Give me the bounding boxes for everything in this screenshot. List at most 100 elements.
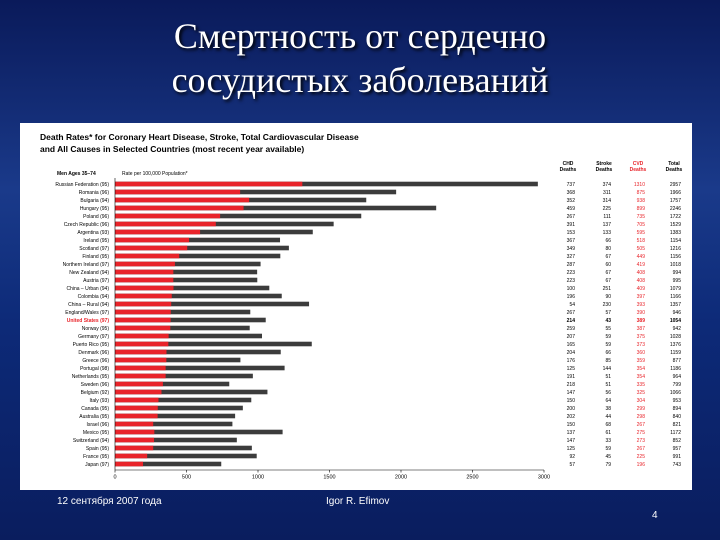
country-label: Germany (97) [78, 334, 109, 340]
cvd-bar [115, 253, 180, 259]
stroke-value: 133 [603, 230, 612, 236]
total-bar [115, 309, 251, 315]
total-value: 2246 [670, 206, 681, 212]
stroke-value: 59 [605, 334, 611, 340]
chd-value: 349 [567, 246, 576, 252]
cvd-bar [115, 293, 172, 299]
country-label: Bulgaria (94) [80, 198, 109, 204]
cvd-value: 325 [637, 390, 646, 396]
chd-value: 204 [567, 350, 576, 356]
cvd-value: 875 [637, 190, 646, 196]
cvd-bar [115, 189, 241, 195]
country-label: Japan (97) [85, 462, 109, 468]
total-value: 1757 [670, 198, 681, 204]
chd-header-line-1: CHD [563, 161, 574, 167]
total-bar [115, 229, 313, 235]
cvd-value: 938 [637, 198, 646, 204]
chart-panel: Death Rates* for Coronary Heart Disease,… [20, 123, 692, 490]
total-bar [115, 381, 230, 387]
stroke-value: 51 [605, 374, 611, 380]
country-label: Netherlands (95) [72, 374, 110, 380]
chd-value: 287 [567, 262, 576, 268]
stroke-value: 60 [605, 262, 611, 268]
country-label: Romania (96) [79, 190, 110, 196]
country-label: Portugal (98) [80, 366, 109, 372]
total-value: 840 [673, 414, 682, 420]
chd-value: 352 [567, 198, 576, 204]
country-label: Australia (95) [79, 414, 109, 420]
total-value: 1066 [670, 390, 681, 396]
stroke-value: 79 [605, 462, 611, 468]
cvd-bar [115, 277, 174, 283]
total-bar [115, 237, 281, 243]
total-value: 877 [673, 358, 682, 364]
cvd-value: 518 [637, 238, 646, 244]
chd-value: 367 [567, 238, 576, 244]
total-value: 953 [673, 398, 682, 404]
country-label: Colombia (94) [78, 294, 110, 300]
chd-header-line-2: Deaths [560, 167, 577, 173]
cvd-value: 449 [637, 254, 646, 260]
cvd-value: 275 [637, 430, 646, 436]
country-label: Spain (95) [86, 446, 109, 452]
total-bar [115, 341, 312, 347]
country-label: Switzerland (94) [73, 438, 109, 444]
cvd-bar [115, 437, 155, 443]
stroke-value: 311 [603, 190, 611, 196]
total-bar [115, 269, 258, 275]
total-bar [115, 397, 252, 403]
total-value: 1166 [670, 294, 681, 300]
chd-value: 137 [567, 430, 576, 436]
chd-value: 200 [567, 406, 576, 412]
cvd-bar [115, 317, 171, 323]
total-bar [115, 285, 270, 291]
country-label: Czech Republic (96) [64, 222, 110, 228]
cvd-bar [115, 269, 174, 275]
cvd-value: 359 [637, 358, 646, 364]
chart-title-line-2: and All Causes in Selected Countries (mo… [40, 144, 304, 154]
stroke-header-line-1: Stroke [596, 161, 612, 167]
stroke-value: 68 [605, 422, 611, 428]
country-label: England/Wales (97) [65, 310, 109, 316]
cvd-bar [115, 389, 162, 395]
stroke-value: 55 [605, 326, 611, 332]
country-label: Belgium (92) [81, 390, 110, 396]
chd-value: 54 [569, 302, 575, 308]
total-bar [115, 325, 250, 331]
stroke-value: 44 [605, 414, 611, 420]
country-label: Italy (93) [90, 398, 110, 404]
chd-value: 218 [567, 382, 576, 388]
chd-value: 202 [567, 414, 576, 420]
chd-value: 147 [567, 390, 576, 396]
cvd-bar [115, 245, 188, 251]
total-bar [115, 253, 281, 259]
total-value: 1172 [670, 430, 681, 436]
stroke-value: 59 [605, 446, 611, 452]
stroke-value: 137 [603, 222, 612, 228]
cvd-bar [115, 413, 158, 419]
total-bar [115, 293, 282, 299]
cvd-value: 375 [637, 334, 646, 340]
stroke-value: 90 [605, 294, 611, 300]
stroke-value: 314 [603, 198, 612, 204]
total-bar [115, 349, 281, 355]
total-bar [115, 373, 253, 379]
total-value: 1357 [670, 302, 681, 308]
x-tick-label: 2000 [395, 475, 407, 481]
cvd-bar [115, 237, 190, 243]
cvd-value: 299 [637, 406, 646, 412]
chd-value: 737 [567, 182, 576, 188]
chd-value: 100 [567, 286, 576, 292]
total-value: 1529 [670, 222, 681, 228]
stroke-value: 51 [605, 382, 611, 388]
cvd-bar [115, 221, 216, 227]
footer-author: Igor R. Efimov [326, 496, 390, 507]
total-bar [115, 445, 252, 451]
cvd-value: 196 [637, 462, 646, 468]
country-label: Sweden (96) [81, 382, 110, 388]
chd-value: 153 [567, 230, 576, 236]
cvd-value: 1310 [634, 182, 645, 188]
chd-value: 327 [567, 254, 576, 260]
cvd-bar [115, 365, 166, 371]
total-bar [115, 357, 241, 363]
